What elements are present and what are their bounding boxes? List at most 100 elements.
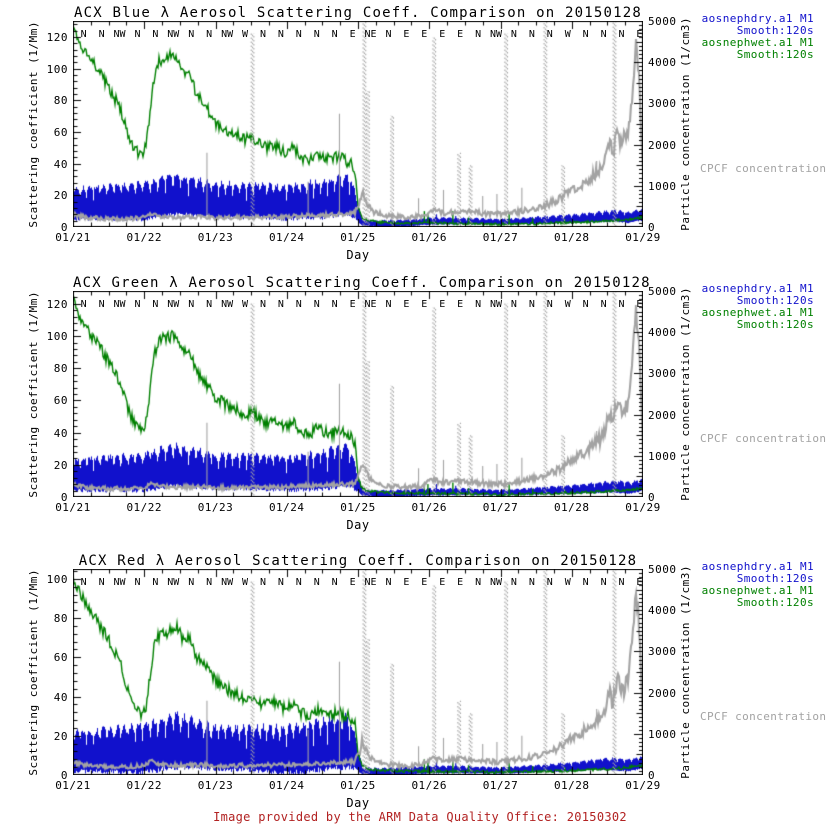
wind-direction-label: NW <box>221 29 234 40</box>
y-tick-label-right: 4000 <box>648 326 677 340</box>
wind-direction-label: N <box>618 577 625 588</box>
x-tick-label: 01/22 <box>126 501 163 514</box>
wind-direction-label: E <box>439 299 446 310</box>
panel-title: ACX Blue λ Aerosol Scattering Coeff. Com… <box>73 5 643 21</box>
wind-direction-label: N <box>475 299 482 310</box>
x-tick-label: 01/27 <box>482 501 519 514</box>
y-axis-label-right: Particle concentration (1/cm3) <box>679 565 692 779</box>
x-axis-label: Day <box>346 248 370 262</box>
legend-cpcf-label: CPCF concentration <box>700 162 827 175</box>
wind-direction-label: E <box>457 299 464 310</box>
y-tick-label-left: 20 <box>53 458 68 472</box>
y-tick-label-right: 1000 <box>648 449 677 463</box>
wind-direction-label: N <box>313 29 320 40</box>
legend-dry-smooth: Smooth:120s <box>736 294 814 307</box>
y-tick-label-right: 3000 <box>648 367 677 381</box>
wind-direction-label: N <box>582 299 589 310</box>
x-axis-label: Day <box>346 518 370 532</box>
wind-direction-label: N <box>206 577 213 588</box>
x-tick-label: 01/25 <box>340 779 376 792</box>
wind-direction-label: N <box>98 577 105 588</box>
legend: aosnephdry.a1 M1 Smooth:120s aosnephwet.… <box>700 283 814 331</box>
x-tick-label: 01/29 <box>625 779 661 792</box>
x-tick-label: 01/22 <box>126 231 163 244</box>
legend-dry-label: aosnephdry.a1 M1 <box>701 282 814 295</box>
wind-direction-label: E <box>457 577 464 588</box>
wind-direction-label: N <box>98 299 105 310</box>
wind-direction-label: N <box>582 577 589 588</box>
y-tick-label-left: 80 <box>53 362 68 376</box>
wind-direction-label: N <box>510 299 517 310</box>
y-tick-label-left: 80 <box>53 94 68 108</box>
y-axis-label-left: Scattering coefficient (1/Mm) <box>27 568 40 776</box>
wind-direction-label: N <box>331 299 338 310</box>
y-tick-label-right: 2000 <box>648 686 677 700</box>
wind-direction-label: N <box>546 577 553 588</box>
y-tick-label-right: 4000 <box>648 604 677 618</box>
wind-direction-label: N <box>475 29 482 40</box>
wind-direction-label: N <box>528 299 535 310</box>
wind-direction-label: N <box>259 299 266 310</box>
wind-direction-label: W <box>242 577 249 588</box>
wind-direction-label: N <box>80 299 87 310</box>
x-tick-label: 01/23 <box>197 779 234 792</box>
y-tick-label-right: 2000 <box>648 138 677 152</box>
legend-dry-smooth: Smooth:120s <box>736 572 814 585</box>
wind-direction-label: NW <box>489 577 503 588</box>
legend: aosnephdry.a1 M1 Smooth:120s aosnephwet.… <box>700 13 814 61</box>
y-tick-label-left: 100 <box>46 572 68 586</box>
wind-direction-label: N <box>134 577 141 588</box>
x-tick-label: 01/21 <box>55 501 91 514</box>
x-tick-label: 01/26 <box>411 231 448 244</box>
y-tick-label-left: 100 <box>46 330 68 344</box>
wind-direction-label: N <box>295 29 302 40</box>
y-tick-label-right: 3000 <box>648 645 677 659</box>
wind-direction-label: E <box>421 577 428 588</box>
y-tick-label-left: 20 <box>53 189 68 203</box>
y-tick-label-left: 0 <box>60 769 68 782</box>
wind-direction-label: N <box>188 299 195 310</box>
legend-wet-label: aosnephwet.a1 M1 <box>701 36 814 49</box>
wind-direction-label: NW <box>221 299 234 310</box>
wind-direction-label: N <box>259 577 266 588</box>
x-tick-label: 01/29 <box>625 231 661 244</box>
wind-direction-label: N <box>206 29 213 40</box>
wind-direction-label: NW <box>167 29 180 40</box>
wind-direction-label: N <box>475 577 482 588</box>
wind-direction-label: N <box>546 299 553 310</box>
y-tick-label-right: 1000 <box>648 179 677 193</box>
y-tick-label-left: 0 <box>60 491 68 504</box>
x-tick-label: 01/24 <box>268 779 305 792</box>
wind-direction-label: NE <box>364 299 377 310</box>
x-tick-label: 01/27 <box>482 231 519 244</box>
x-tick-label: 01/29 <box>625 501 661 514</box>
wind-direction-label: N <box>152 29 159 40</box>
wind-direction-label: E <box>457 29 464 40</box>
legend-wet-smooth: Smooth:120s <box>736 48 814 61</box>
wind-direction-label: W <box>564 29 571 40</box>
wind-direction-label: N <box>206 299 213 310</box>
y-tick-label-left: 100 <box>46 62 68 76</box>
y-tick-label-left: 40 <box>53 157 68 171</box>
panel-green: ACX Green λ Aerosol Scattering Coeff. Co… <box>0 275 840 550</box>
wind-direction-label: NW <box>221 577 234 588</box>
x-tick-label: 01/21 <box>55 779 91 792</box>
wind-direction-label: NW <box>167 299 180 310</box>
wind-direction-label: N <box>528 577 535 588</box>
y-tick-label-left: 120 <box>46 297 68 311</box>
wind-direction-label: N <box>98 29 105 40</box>
wind-direction-label: N <box>152 577 159 588</box>
y-tick-label-right: 5000 <box>648 563 677 576</box>
wind-direction-label: N <box>600 299 607 310</box>
x-tick-label: 01/28 <box>553 231 590 244</box>
x-tick-label: 01/26 <box>411 501 448 514</box>
wind-direction-label: NW <box>167 577 180 588</box>
y-tick-label-right: 1000 <box>648 727 677 741</box>
wind-direction-label: W <box>242 29 249 40</box>
x-tick-label: 01/26 <box>411 779 448 792</box>
y-tick-label-left: 60 <box>53 651 68 665</box>
x-tick-label: 01/23 <box>197 231 234 244</box>
legend-wet-smooth: Smooth:120s <box>736 596 814 609</box>
y-tick-label-left: 40 <box>53 426 68 440</box>
